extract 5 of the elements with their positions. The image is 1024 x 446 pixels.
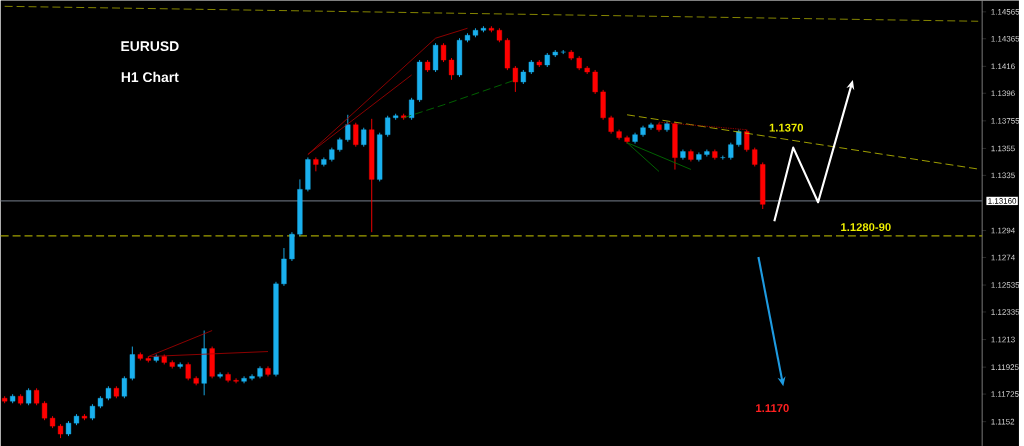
annotation: 1.1170 xyxy=(756,403,789,412)
annotation: 1.1280-90 xyxy=(841,223,891,231)
annotation: 1.1370 xyxy=(769,123,804,132)
text: EURUSD xyxy=(121,41,179,51)
text: H1 Chart xyxy=(121,71,179,82)
